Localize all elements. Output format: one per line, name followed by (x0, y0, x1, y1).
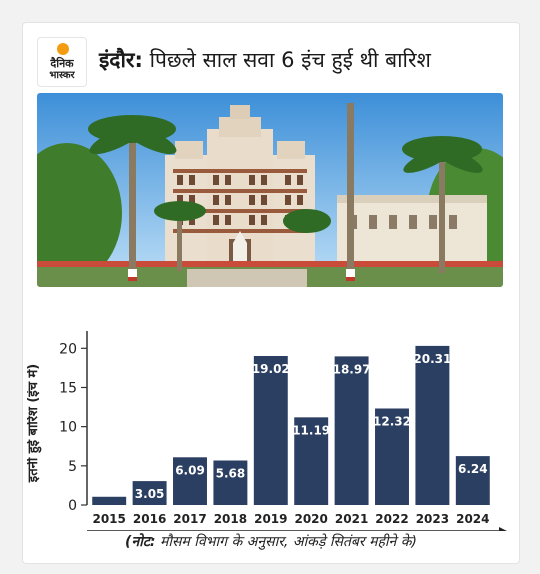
x-tick-label-2016: 2016 (133, 512, 166, 526)
footnote-text: मौसम विभाग के अनुसार, आंकड़े सितंबर महीन… (155, 534, 417, 550)
header: दैनिक भास्कर इंदौर: पिछले साल सवा 6 इंच … (37, 37, 507, 87)
y-axis: 0 5 10 15 20 (59, 331, 88, 514)
x-axis-arrow-head (499, 527, 507, 535)
x-tick-label-2024: 2024 (456, 512, 489, 526)
data-label-2018: 5.68 (216, 467, 246, 481)
x-tick-label-2015: 2015 (92, 512, 125, 526)
footnote: (नोट: मौसम विभाग के अनुसार, आंकड़े सितंब… (23, 533, 519, 551)
y-tick-label: 0 (68, 498, 77, 514)
data-label-2022: 12.32 (373, 414, 411, 428)
data-label-2015: 1.05 (94, 503, 124, 517)
bar-2018 (213, 460, 248, 505)
rajwada-palace-photo (37, 93, 503, 287)
data-label-2020: 11.19 (292, 423, 330, 437)
dainik-bhaskar-logo: दैनिक भास्कर (37, 37, 87, 87)
bars: 1.05 3.05 6.09 5.68 19.02 11.19 18.97 12.32 20.3… (92, 345, 490, 517)
y-tick-label: 20 (59, 341, 77, 357)
rainfall-bar-chart: इतनी हुई बारिश (इंच में) 0 5 10 15 20 1.05 3.… (25, 331, 507, 535)
page-title: इंदौर: पिछले साल सवा 6 इंच हुई थी बारिश (99, 45, 431, 75)
bar-2019 (253, 355, 288, 505)
bar-2016 (132, 481, 167, 505)
bar-2024 (455, 456, 490, 505)
x-axis: 2015 2016 2017 2018 2019 2020 2021 2022 2023 2024 (87, 512, 507, 535)
y-tick-label: 5 (68, 459, 77, 475)
x-tick-label-2020: 2020 (294, 512, 327, 526)
data-label-2016: 3.05 (135, 487, 165, 501)
x-tick-label-2022: 2022 (375, 512, 408, 526)
data-label-2023: 20.31 (413, 352, 451, 366)
bar-2020 (294, 417, 329, 505)
x-tick-label-2023: 2023 (416, 512, 449, 526)
x-tick-label-2018: 2018 (214, 512, 247, 526)
logo-line-1: दैनिक (50, 57, 74, 70)
data-label-2017: 6.09 (175, 463, 205, 477)
bar-2017 (173, 457, 207, 505)
x-tick-label-2019: 2019 (254, 512, 287, 526)
bar-2015 (92, 496, 127, 505)
rainfall-chart: इतनी हुई बारिश (इंच में) 0 5 10 15 20 1.05 3.… (25, 305, 507, 535)
data-label-2021: 18.97 (333, 362, 371, 376)
bar-2023 (415, 345, 450, 505)
y-tick-label: 10 (59, 420, 77, 436)
bar-2022 (375, 408, 409, 505)
title-text: पिछले साल सवा 6 इंच हुई थी बारिश (142, 48, 431, 72)
y-axis-label: इतनी हुई बारिश (इंच में) (27, 364, 42, 483)
x-tick-label-2021: 2021 (335, 512, 368, 526)
palace-illustration (37, 93, 503, 287)
footnote-label: (नोट: (125, 534, 156, 550)
sun-icon (57, 43, 69, 55)
x-tick-label-2017: 2017 (173, 512, 206, 526)
infographic-card: दैनिक भास्कर इंदौर: पिछले साल सवा 6 इंच … (22, 22, 520, 564)
data-label-2024: 6.24 (458, 462, 488, 476)
bar-2021 (334, 356, 369, 505)
data-label-2019: 19.02 (252, 362, 290, 376)
title-city: इंदौर: (99, 48, 143, 72)
logo-line-2: भास्कर (49, 70, 75, 81)
y-tick-label: 15 (59, 380, 77, 396)
